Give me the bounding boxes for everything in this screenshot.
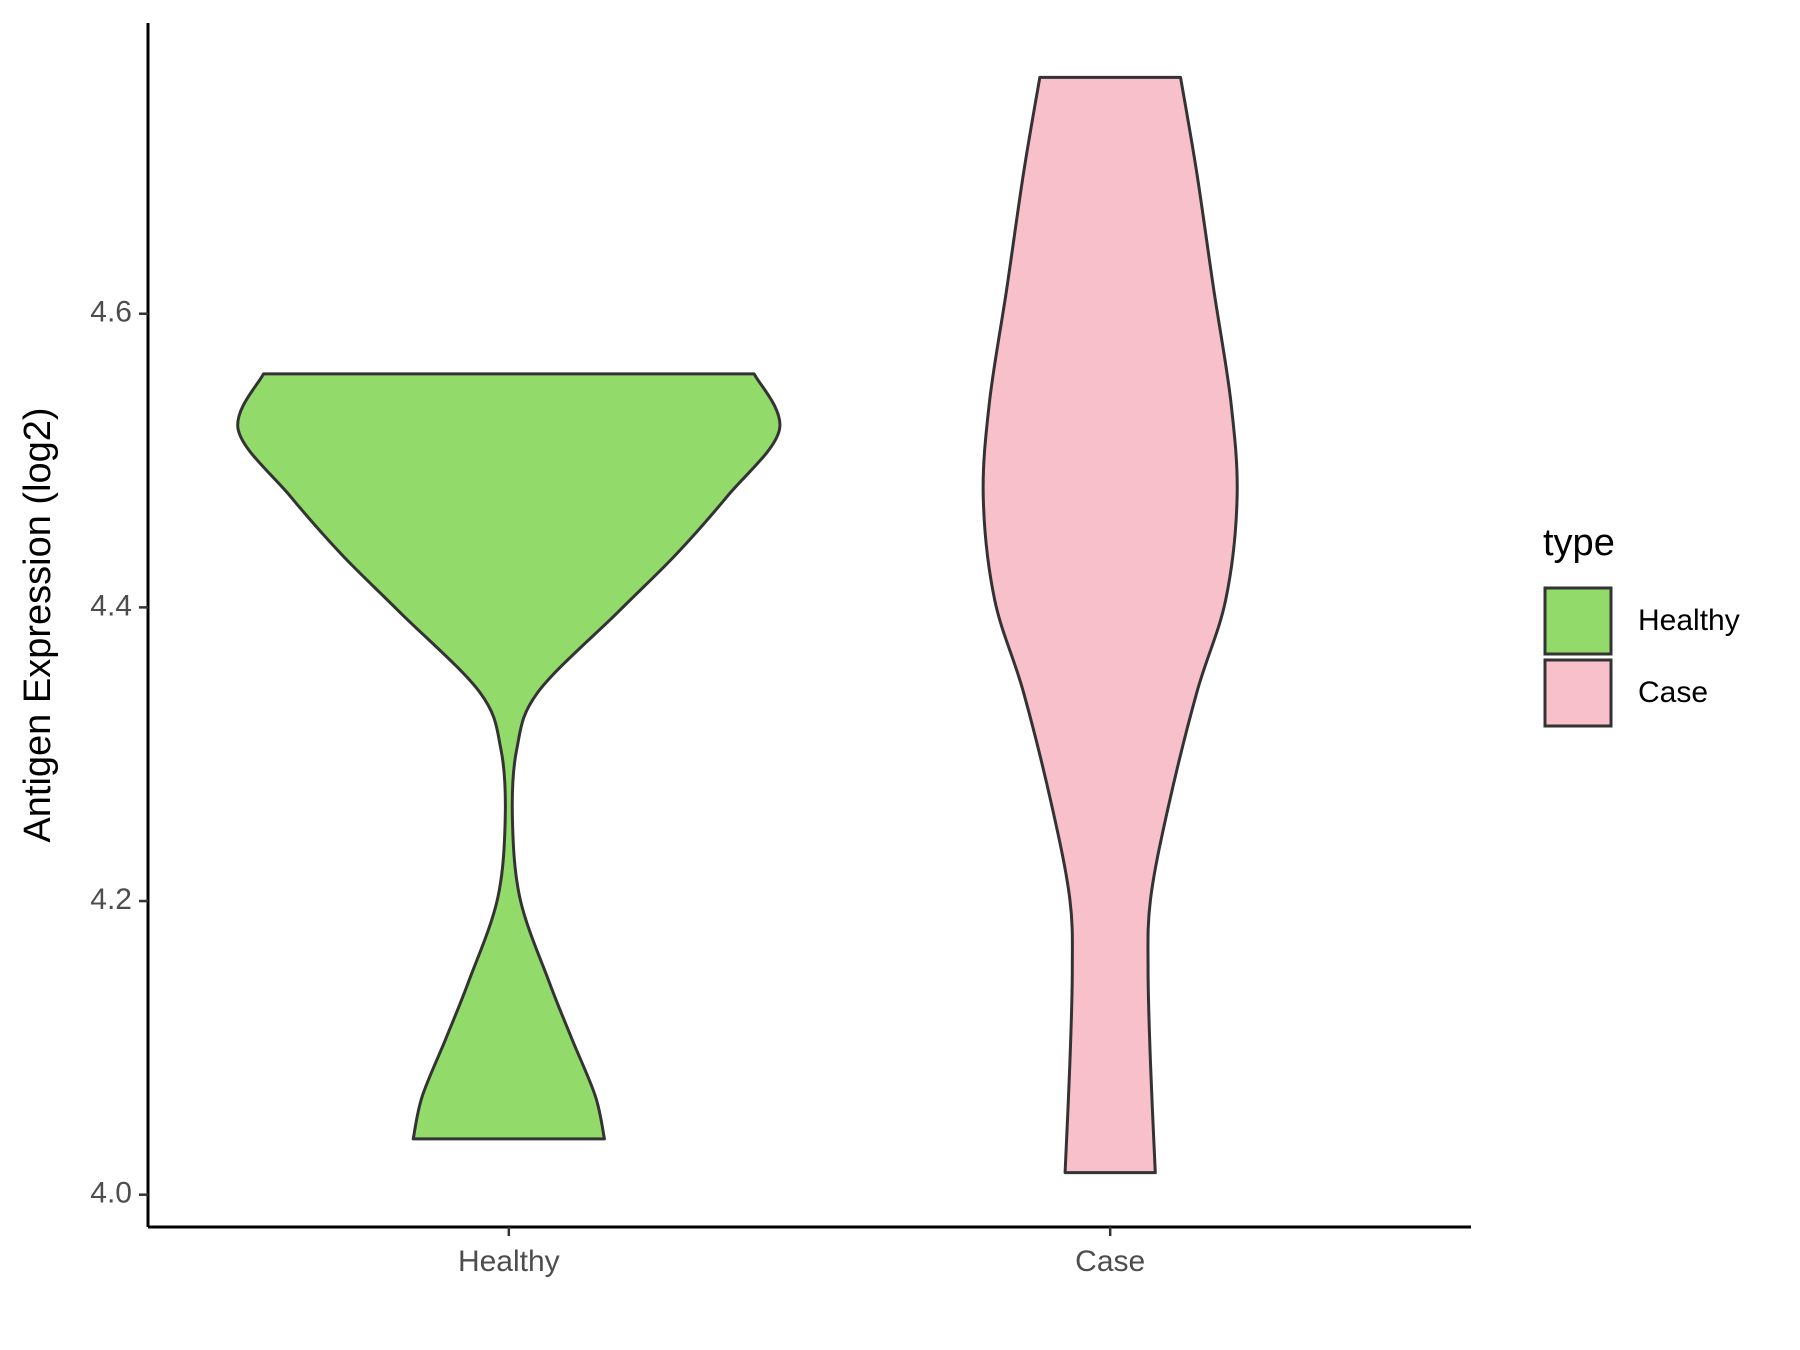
violin <box>236 372 782 1141</box>
y-tick-label: 4.6 <box>90 296 132 329</box>
legend-key <box>1543 586 1613 656</box>
x-tick-label: Case <box>1075 1245 1145 1278</box>
y-tick-label: 4.0 <box>90 1177 132 1210</box>
y-tick-label: 4.2 <box>90 883 132 916</box>
y-axis-title: Antigen Expression (log2) <box>17 407 59 842</box>
legend-label: Healthy <box>1638 604 1740 637</box>
legend-title: type <box>1543 522 1615 564</box>
violin <box>981 75 1239 1175</box>
legend-label: Case <box>1638 676 1708 709</box>
x-tick-label: Healthy <box>458 1245 560 1278</box>
y-tick-label: 4.4 <box>90 589 132 622</box>
legend-key <box>1543 658 1613 728</box>
